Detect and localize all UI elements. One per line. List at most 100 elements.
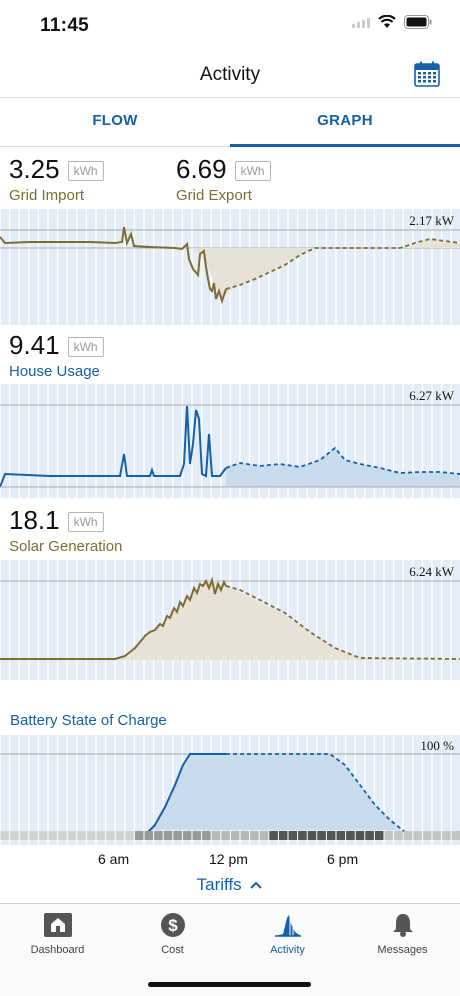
status-icons xyxy=(352,15,432,29)
tariff-segment xyxy=(38,831,48,840)
tariff-segment xyxy=(298,831,307,840)
battery-chart-svg: 100 % xyxy=(0,735,460,845)
activity-icon xyxy=(274,915,301,937)
tab-flow[interactable]: FLOW xyxy=(92,112,138,129)
tab-cost-label: Cost xyxy=(161,944,184,956)
page-title: Activity xyxy=(199,64,261,85)
battery-icon xyxy=(404,15,432,29)
tab-messages-label: Messages xyxy=(377,944,428,956)
grid-export-unit: kWh xyxy=(234,160,271,181)
tariff-segment xyxy=(307,831,317,840)
grid-chart: 2.17 kW xyxy=(0,209,460,325)
solar-peak-label: 6.24 kW xyxy=(409,564,455,579)
tariff-segment xyxy=(86,831,96,840)
tariff-segment xyxy=(346,831,355,840)
tariffs-label: Tariffs xyxy=(196,875,242,894)
tab-messages[interactable]: Messages xyxy=(345,910,460,956)
tariff-segment xyxy=(106,831,115,840)
active-tab-indicator xyxy=(230,144,460,147)
tariff-segment xyxy=(77,831,86,840)
solar-forecast-line xyxy=(225,585,460,660)
tariff-segment xyxy=(0,831,10,840)
house-usage-label: House Usage xyxy=(9,363,100,380)
calendar-icon[interactable] xyxy=(414,61,440,87)
house-chart: 6.27 kW xyxy=(0,384,460,498)
tab-activity-label: Activity xyxy=(270,944,305,956)
tariff-segment xyxy=(240,831,250,840)
tab-graph[interactable]: GRAPH xyxy=(317,112,373,129)
solar-gen-stat: 18.1 kWh Solar Generation xyxy=(9,505,122,555)
tariff-segment xyxy=(432,831,442,840)
tariff-segment xyxy=(317,831,326,840)
tab-cost[interactable]: $ Cost xyxy=(115,910,230,956)
tariff-segment xyxy=(336,831,346,840)
tariff-segment xyxy=(115,831,125,840)
grid-forecast-line xyxy=(225,238,460,290)
axis-label-12pm: 12 pm xyxy=(209,851,248,867)
tariff-segment xyxy=(451,831,460,840)
solar-chart-svg: 6.24 kW xyxy=(0,560,460,680)
tariff-segment xyxy=(19,831,29,840)
tariff-segment xyxy=(288,831,298,840)
view-tabs: FLOW GRAPH xyxy=(0,99,460,147)
tariff-segment xyxy=(413,831,422,840)
solar-chart: 6.24 kW xyxy=(0,560,460,680)
tariff-segment xyxy=(67,831,77,840)
status-time: 11:45 xyxy=(40,15,90,36)
bottom-tab-bar: Dashboard $ Cost Activity M xyxy=(0,903,460,996)
bell-icon xyxy=(392,914,413,937)
battery-forecast-line xyxy=(226,753,406,833)
tariff-segment xyxy=(144,831,154,840)
house-usage-stat: 9.41 kWh House Usage xyxy=(9,330,104,380)
tariff-segment xyxy=(422,831,432,840)
house-peak-label: 6.27 kW xyxy=(409,388,455,403)
dollar-icon: $ xyxy=(160,913,185,937)
tariff-segment xyxy=(202,831,211,840)
tariff-segment xyxy=(259,831,269,840)
house-forecast-line xyxy=(225,446,460,475)
grid-export-label: Grid Export xyxy=(176,187,252,204)
tariff-segment xyxy=(384,831,394,840)
grid-import-unit: kWh xyxy=(67,160,104,181)
tariff-segment xyxy=(278,831,288,840)
house-icon xyxy=(43,913,72,937)
axis-label-6am: 6 am xyxy=(98,851,130,867)
solar-actual-line xyxy=(0,576,227,660)
grid-import-stat: 3.25 kWh Grid Import xyxy=(9,154,104,204)
battery-actual-line xyxy=(147,753,226,833)
tariff-segment xyxy=(269,831,278,840)
house-usage-unit: kWh xyxy=(67,336,104,357)
tariff-segment xyxy=(403,831,413,840)
battery-chart: 100 % xyxy=(0,735,460,845)
tariff-segment xyxy=(58,831,67,840)
house-actual-line xyxy=(0,405,227,488)
grid-chart-svg: 2.17 kW xyxy=(0,209,460,325)
tariff-segment xyxy=(326,831,336,840)
tariff-segment xyxy=(192,831,202,840)
tab-dashboard[interactable]: Dashboard xyxy=(0,910,115,956)
wifi-icon xyxy=(378,15,396,28)
tariff-bar xyxy=(0,831,460,840)
house-chart-svg: 6.27 kW xyxy=(0,384,460,498)
tariff-segment xyxy=(365,831,374,840)
tariff-segment xyxy=(134,831,144,840)
tariff-segment xyxy=(48,831,58,840)
tariff-segment xyxy=(10,831,19,840)
tariff-segment xyxy=(211,831,221,840)
battery-peak-label: 100 % xyxy=(420,738,454,753)
grid-peak-label: 2.17 kW xyxy=(409,213,455,228)
tariff-segment xyxy=(355,831,365,840)
tariffs-toggle[interactable]: Tariffs xyxy=(0,875,460,895)
tariff-segment xyxy=(230,831,240,840)
cellular-signal-icon xyxy=(352,16,370,28)
navigation-bar: Activity xyxy=(0,52,460,98)
house-usage-value: 9.41 xyxy=(9,330,60,360)
tab-dashboard-label: Dashboard xyxy=(30,944,85,956)
solar-gen-label: Solar Generation xyxy=(9,538,123,555)
svg-text:$: $ xyxy=(168,916,178,935)
tab-activity[interactable]: Activity xyxy=(230,910,345,956)
tariff-segment xyxy=(221,831,230,840)
axis-label-6pm: 6 pm xyxy=(327,851,359,867)
tariff-segment xyxy=(173,831,182,840)
tariff-segment xyxy=(374,831,384,840)
